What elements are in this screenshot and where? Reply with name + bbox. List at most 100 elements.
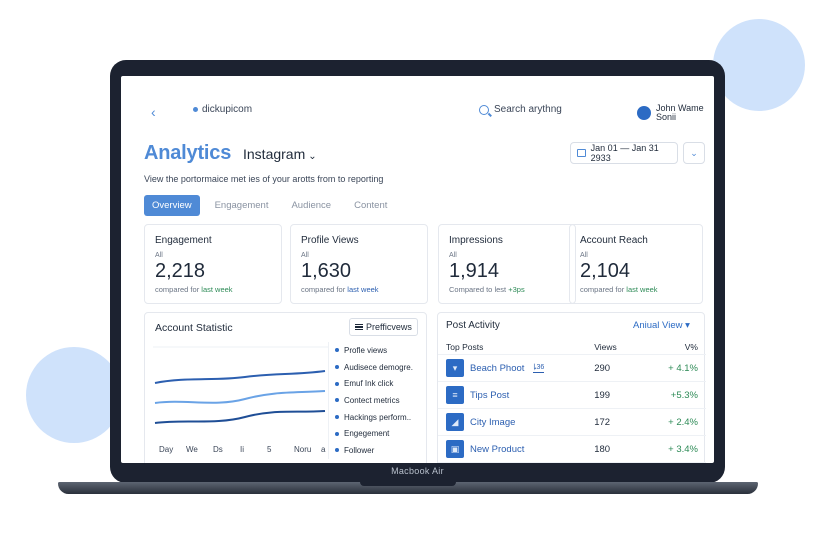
post-pct: + 2.4% [668, 416, 698, 428]
top-posts-table: Top Posts Views V% ▾ Beach Phoot ꝲ36 290 +… [438, 339, 706, 463]
menu-item-label: Emuf Ink click [344, 379, 394, 389]
view-selector[interactable]: Aniual View ▾ [633, 320, 690, 331]
post-activity-panel: Post Activity Aniual View ▾ Top Posts Vi… [437, 312, 706, 463]
stat-card-profile-views[interactable]: Profile Views All 1,630 compared for las… [290, 224, 428, 304]
post-pct: +5.3% [670, 389, 698, 401]
card-value: 2,218 [155, 260, 206, 282]
menu-item-label: Profle views [344, 345, 388, 355]
site-domain[interactable]: dickupicom [193, 104, 252, 115]
date-range-dropdown-button[interactable]: ⌄ [683, 142, 705, 164]
caret-down-icon: ▾ [685, 320, 690, 331]
stat-card-account-reach[interactable]: Account Reach All 2,104 compared for las… [569, 224, 703, 304]
menu-item-content-metrics[interactable]: Contect metrics [329, 392, 424, 409]
laptop-base [58, 482, 758, 494]
account-statistic-panel: Account Statistic Prefficvews Day We Ds … [144, 312, 427, 463]
platform-select[interactable]: Instagram ⌄ [243, 146, 317, 162]
bullet-icon [335, 415, 339, 420]
stat-card-engagement[interactable]: Engagement All 2,218 compared for last w… [144, 224, 282, 304]
back-icon[interactable]: ‹ [151, 104, 156, 120]
card-value: 1,914 [449, 260, 500, 282]
device-label: Macbook Air [391, 466, 444, 476]
table-row[interactable]: ▣ New Product 180 + 3.4% [438, 436, 706, 463]
post-pct: + 4.1% [668, 362, 698, 374]
stat-card-impressions[interactable]: Impressions All 1,914 Compared to lest +… [438, 224, 576, 304]
post-name: Tips Post [470, 389, 510, 401]
tab-bar: Overview Engagement Audience Content [144, 195, 402, 216]
table-row[interactable]: ≡ Tips Post 199 +5.3% [438, 382, 706, 409]
tab-audience[interactable]: Audience [291, 200, 332, 211]
card-label: Profile Views [301, 235, 359, 246]
search-icon [479, 104, 489, 115]
top-bar: ‹ dickupicom Search arythng John Wame So… [121, 76, 714, 126]
card-compare: compared for last week [580, 285, 692, 294]
menu-item-hashtag-performance[interactable]: Hackings perform.. [329, 409, 424, 426]
post-name: Beach Phoot [470, 362, 525, 374]
date-range-picker[interactable]: Jan 01 — Jan 31 2933 [570, 142, 678, 164]
preview-label: Prefficvews [366, 322, 412, 332]
user-org: Sonii [656, 112, 677, 122]
compare-tail: last week [201, 285, 233, 294]
tab-content[interactable]: Content [354, 200, 388, 211]
col-header-posts: Top Posts [446, 341, 484, 352]
card-label: Engagement [155, 235, 212, 246]
menu-item-label: Follower [344, 445, 375, 455]
calendar-icon [577, 149, 586, 157]
menu-item-label: Contect metrics [344, 395, 400, 405]
x-tick-label: Ds [213, 445, 223, 454]
platform-label: Instagram [243, 146, 306, 162]
tab-engagement[interactable]: Engagement [214, 200, 269, 211]
card-compare: compared for last week [301, 285, 417, 294]
compare-tail: +3ps [508, 285, 525, 294]
search-input[interactable]: Search arythng [494, 104, 562, 115]
post-name: City Image [470, 416, 516, 428]
table-row[interactable]: ◢ City Image 172 + 2.4% [438, 409, 706, 436]
x-tick-label: Day [159, 445, 174, 454]
preview-button[interactable]: Prefficvews [349, 318, 418, 336]
menu-icon [355, 324, 363, 330]
image-icon: ▾ [446, 359, 464, 377]
series-line-2 [154, 390, 326, 404]
menu-item-link-click[interactable]: Emuf Ink click [329, 375, 424, 392]
menu-item-profile-views[interactable]: Profle views [329, 342, 424, 359]
page-title: Analytics [144, 142, 232, 164]
domain-dot-icon [193, 106, 198, 112]
post-views: 180 [594, 443, 611, 455]
menu-item-label: Audisece demogre. [344, 362, 413, 372]
x-tick-label: 5 [267, 445, 272, 454]
page-subtitle: View the portormaice met ies of your aro… [144, 174, 384, 184]
card-label: Impressions [449, 235, 503, 246]
laptop-notch [360, 482, 456, 486]
decorative-circle [713, 19, 805, 111]
decorative-circle [26, 347, 122, 443]
bullet-icon [335, 365, 339, 370]
compare-text: compared for [580, 285, 625, 294]
series-line-1 [154, 370, 326, 384]
post-name: New Product [470, 443, 525, 455]
card-compare: compared for last week [155, 285, 271, 294]
post-views: 290 [594, 362, 611, 374]
post-views: 199 [594, 389, 611, 401]
compare-text: Compared to lest [449, 285, 507, 294]
tab-overview[interactable]: Overview [144, 195, 200, 216]
user-menu[interactable]: John Wame Sonii [637, 104, 704, 122]
menu-item-follower[interactable]: Follower [329, 442, 424, 459]
x-axis-labels: Day We Ds Ii 5 Noru a [159, 445, 348, 454]
card-sub: All [155, 252, 163, 259]
menu-item-engagement[interactable]: Engegement [329, 425, 424, 442]
menu-item-audience[interactable]: Audisece demogre. [329, 359, 424, 376]
bullet-icon [335, 348, 339, 353]
compare-tail: last week [626, 285, 658, 294]
compare-text: compared for [301, 285, 346, 294]
post-views: 172 [594, 416, 611, 428]
x-tick-label: Ii [240, 445, 244, 454]
domain-label: dickupicom [202, 104, 253, 115]
col-header-views: Views [594, 341, 617, 352]
x-tick-label: Noru [294, 445, 312, 454]
bullet-icon [335, 381, 339, 386]
bullet-icon [335, 448, 339, 453]
table-row[interactable]: ▾ Beach Phoot ꝲ36 290 + 4.1% [438, 355, 706, 382]
view-selector-label: Aniual View [633, 320, 683, 331]
search-box[interactable]: Search arythng [479, 104, 562, 115]
bullet-icon [335, 431, 339, 436]
